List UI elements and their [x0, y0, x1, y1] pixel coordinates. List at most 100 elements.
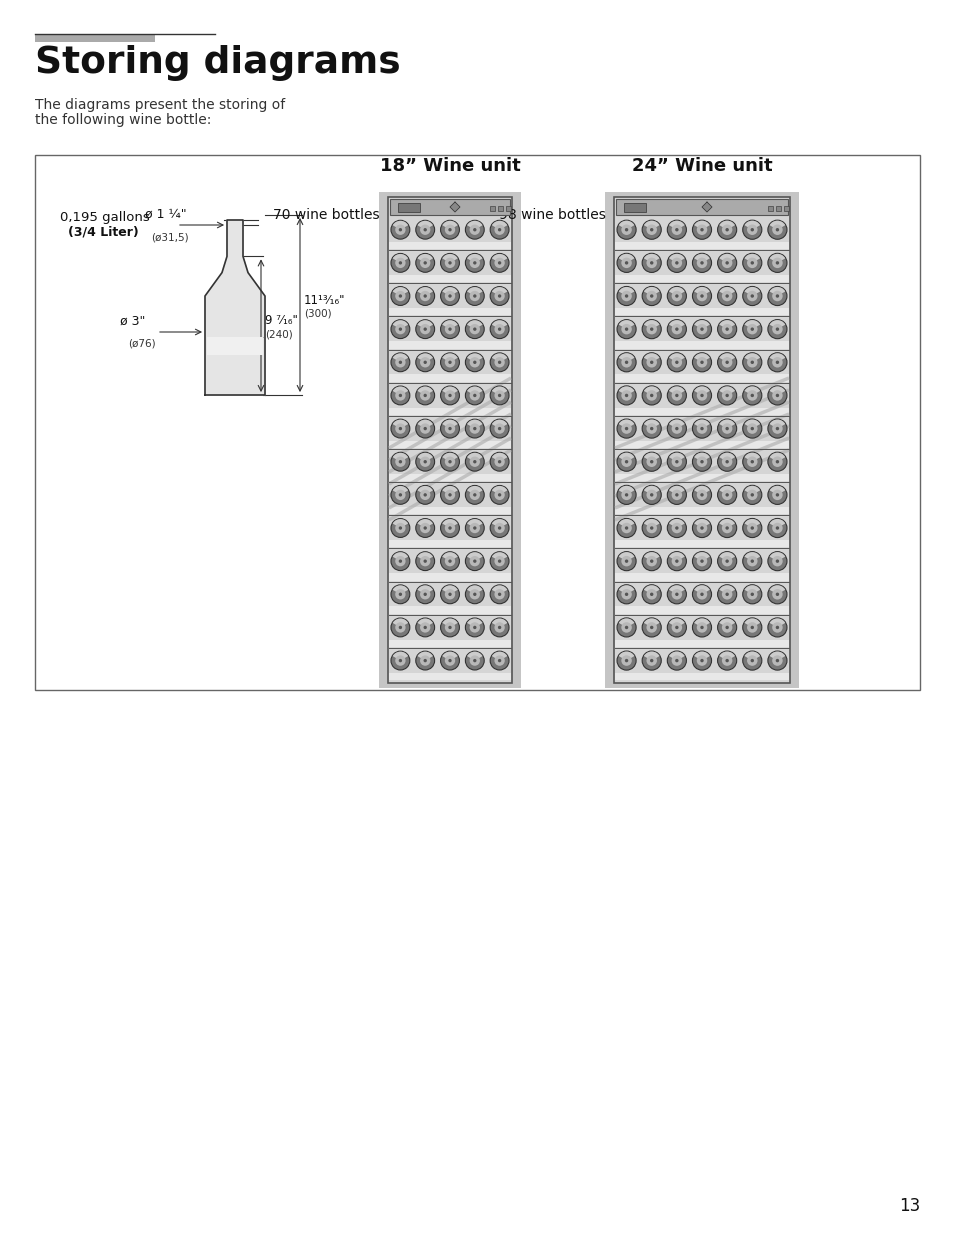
Wedge shape — [668, 387, 684, 395]
Circle shape — [617, 220, 636, 240]
Wedge shape — [417, 221, 433, 230]
Circle shape — [641, 584, 660, 604]
Circle shape — [465, 220, 484, 240]
Circle shape — [423, 294, 426, 298]
Circle shape — [423, 361, 426, 364]
Wedge shape — [492, 552, 507, 561]
Circle shape — [490, 320, 509, 338]
Circle shape — [444, 622, 455, 632]
Circle shape — [473, 427, 476, 430]
Circle shape — [721, 357, 732, 368]
Wedge shape — [492, 485, 507, 495]
Circle shape — [398, 659, 401, 662]
Circle shape — [440, 320, 459, 338]
Circle shape — [448, 493, 451, 496]
Wedge shape — [618, 485, 634, 495]
Bar — [615, 309, 788, 315]
Circle shape — [473, 659, 476, 662]
Circle shape — [692, 253, 711, 273]
Text: Storing diagrams: Storing diagrams — [35, 44, 400, 82]
Circle shape — [620, 489, 631, 500]
Circle shape — [395, 424, 405, 433]
Circle shape — [444, 258, 455, 268]
Circle shape — [465, 552, 484, 571]
Wedge shape — [769, 287, 784, 296]
Wedge shape — [643, 619, 659, 627]
Circle shape — [641, 385, 660, 405]
Wedge shape — [467, 652, 482, 661]
Wedge shape — [442, 585, 457, 594]
Wedge shape — [393, 221, 408, 230]
Circle shape — [419, 324, 430, 335]
Wedge shape — [694, 619, 709, 627]
Circle shape — [423, 459, 426, 463]
Circle shape — [448, 626, 451, 629]
Circle shape — [624, 228, 628, 231]
Circle shape — [750, 327, 753, 331]
Circle shape — [620, 390, 631, 400]
Circle shape — [419, 656, 430, 666]
Circle shape — [423, 526, 426, 530]
Wedge shape — [643, 221, 659, 230]
Circle shape — [497, 327, 500, 331]
Circle shape — [391, 253, 410, 272]
Circle shape — [398, 361, 401, 364]
Circle shape — [494, 357, 504, 368]
Circle shape — [465, 651, 484, 671]
Circle shape — [646, 357, 657, 368]
Wedge shape — [643, 453, 659, 462]
Text: (ø31,5): (ø31,5) — [151, 232, 189, 242]
Circle shape — [641, 519, 660, 537]
Circle shape — [771, 290, 781, 301]
Circle shape — [391, 220, 410, 240]
Wedge shape — [442, 619, 457, 627]
Circle shape — [624, 559, 628, 563]
Wedge shape — [442, 453, 457, 462]
Circle shape — [771, 656, 781, 666]
Wedge shape — [492, 420, 507, 429]
Wedge shape — [442, 254, 457, 263]
Circle shape — [490, 585, 509, 604]
Circle shape — [775, 228, 779, 231]
Circle shape — [724, 361, 728, 364]
Bar — [767, 206, 772, 211]
Circle shape — [465, 353, 484, 372]
Circle shape — [398, 294, 401, 298]
Bar — [389, 474, 511, 482]
Circle shape — [497, 626, 500, 629]
Wedge shape — [743, 387, 760, 395]
Circle shape — [395, 258, 405, 268]
Circle shape — [746, 424, 757, 433]
Text: (240): (240) — [265, 330, 293, 340]
Circle shape — [746, 656, 757, 666]
Wedge shape — [643, 652, 659, 661]
Wedge shape — [467, 485, 482, 495]
Circle shape — [742, 287, 761, 305]
Bar — [389, 242, 511, 249]
Circle shape — [391, 419, 410, 438]
Wedge shape — [743, 420, 760, 429]
Circle shape — [440, 552, 459, 571]
Circle shape — [724, 559, 728, 563]
Circle shape — [398, 626, 401, 629]
Circle shape — [391, 452, 410, 471]
Circle shape — [423, 394, 426, 398]
Circle shape — [416, 220, 435, 240]
Circle shape — [671, 656, 681, 666]
Circle shape — [742, 485, 761, 504]
Circle shape — [717, 651, 736, 671]
Circle shape — [675, 526, 678, 530]
Circle shape — [395, 556, 405, 567]
Circle shape — [717, 419, 736, 438]
Circle shape — [675, 361, 678, 364]
Circle shape — [692, 618, 711, 637]
Circle shape — [448, 659, 451, 662]
Bar — [378, 191, 520, 688]
Circle shape — [497, 261, 500, 264]
Wedge shape — [417, 619, 433, 627]
Circle shape — [419, 457, 430, 467]
Circle shape — [398, 228, 401, 231]
Circle shape — [721, 522, 732, 534]
Wedge shape — [417, 453, 433, 462]
Circle shape — [717, 584, 736, 604]
